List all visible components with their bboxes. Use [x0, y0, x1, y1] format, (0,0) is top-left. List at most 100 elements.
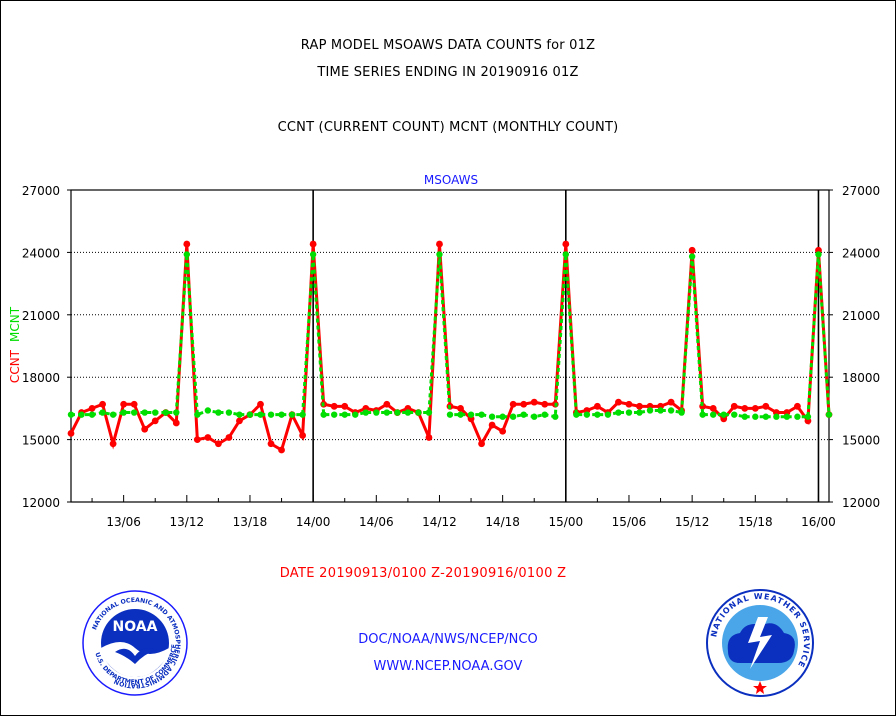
point-mcnt-47 [552, 413, 559, 420]
x-tick-label: 13/06 [106, 515, 141, 529]
chart-subtitle: CCNT (CURRENT COUNT) MCNT (MONTHLY COUNT… [277, 120, 619, 135]
point-mcnt-45 [531, 413, 538, 420]
point-mcnt-65 [741, 413, 748, 420]
y-tick-label-right: 15000 [842, 434, 880, 448]
point-ccnt-16 [225, 434, 233, 441]
point-ccnt-8 [141, 425, 149, 433]
point-mcnt-23 [299, 411, 306, 418]
plot-title: MSOAWS [424, 173, 478, 187]
point-mcnt-43 [509, 413, 517, 420]
point-mcnt-62 [709, 411, 717, 418]
point-mcnt-56 [646, 407, 654, 414]
date-range: DATE 20190913/0100 Z-20190916/0100 Z [279, 566, 567, 581]
point-mcnt-64 [731, 411, 738, 418]
x-tick-label: 14/06 [359, 515, 394, 529]
point-ccnt-5 [109, 440, 117, 448]
y-tick-label-right: 27000 [842, 184, 880, 198]
y-tick-label-left: 12000 [22, 496, 60, 510]
point-ccnt-13 [193, 436, 201, 443]
point-ccnt-54 [625, 400, 633, 408]
point-mcnt-36 [436, 251, 443, 258]
point-ccnt-21 [278, 446, 285, 454]
point-ccnt-58 [667, 398, 675, 406]
x-tick-label: 15/06 [612, 515, 647, 529]
point-mcnt-38 [457, 411, 464, 418]
y-tick-label-right: 24000 [842, 246, 880, 260]
point-mcnt-34 [415, 409, 422, 416]
x-tick-label: 14/12 [422, 515, 457, 529]
point-mcnt-66 [752, 413, 759, 420]
point-ccnt-46 [541, 400, 549, 408]
point-ccnt-3 [88, 405, 96, 412]
point-mcnt-8 [141, 409, 148, 416]
point-mcnt-12 [183, 251, 191, 258]
point-mcnt-63 [720, 411, 727, 418]
point-ccnt-43 [509, 400, 517, 408]
y-tick-label-right: 12000 [842, 496, 880, 510]
point-mcnt-33 [404, 409, 412, 416]
point-ccnt-70 [794, 402, 801, 410]
x-tick-label: 15/18 [738, 515, 773, 529]
point-ccnt-12 [183, 240, 191, 248]
point-mcnt-18 [246, 411, 254, 418]
point-ccnt-62 [709, 405, 717, 412]
point-mcnt-26 [330, 411, 338, 418]
y-tick-label-right: 21000 [842, 309, 880, 323]
point-ccnt-14 [204, 434, 212, 441]
point-mcnt-25 [320, 411, 327, 418]
point-mcnt-67 [762, 413, 770, 420]
y-tick-label-left: 24000 [22, 246, 60, 260]
point-mcnt-16 [225, 409, 233, 416]
point-mcnt-41 [488, 413, 496, 420]
point-ccnt-17 [236, 417, 243, 425]
point-mcnt-37 [446, 411, 454, 418]
point-mcnt-54 [625, 409, 633, 416]
point-mcnt-61 [699, 411, 706, 418]
point-mcnt-51 [594, 411, 601, 418]
nws-logo: NATIONAL WEATHER SERVICE [706, 589, 814, 697]
point-mcnt-2 [78, 411, 85, 418]
chart-title-line-1: RAP MODEL MSOAWS DATA COUNTS for 01Z [300, 38, 596, 53]
point-mcnt-9 [152, 409, 159, 416]
point-ccnt-6 [120, 400, 128, 408]
series-line-ccnt [69, 243, 831, 453]
point-ccnt-53 [615, 398, 622, 406]
point-mcnt-70 [794, 413, 801, 420]
point-ccnt-19 [257, 400, 264, 408]
x-tick-label: 15/12 [675, 515, 710, 529]
point-ccnt-27 [341, 402, 349, 410]
point-mcnt-13 [194, 411, 201, 418]
point-mcnt-58 [667, 407, 675, 414]
point-mcnt-68 [773, 413, 780, 420]
point-mcnt-53 [615, 409, 622, 416]
point-ccnt-44 [520, 400, 528, 408]
point-ccnt-11 [172, 419, 180, 427]
point-mcnt-55 [636, 409, 643, 416]
point-mcnt-30 [373, 409, 380, 416]
point-mcnt-31 [383, 409, 391, 416]
point-ccnt-24 [309, 240, 317, 248]
point-mcnt-69 [783, 413, 791, 420]
x-tick-label: 16/00 [801, 515, 836, 529]
point-ccnt-64 [730, 402, 738, 410]
noaa-logo-text: NOAA [113, 619, 158, 635]
y-tick-label-left: 27000 [22, 184, 60, 198]
point-ccnt-55 [636, 402, 643, 410]
series-layer [67, 240, 833, 454]
x-tick-label: 14/18 [485, 515, 520, 529]
series-line-mcnt [71, 254, 831, 419]
point-ccnt-35 [425, 434, 433, 441]
y-axis-label-mcnt: MCNT [8, 306, 22, 342]
y-tick-label-right: 18000 [842, 371, 880, 385]
point-ccnt-41 [488, 421, 496, 429]
point-mcnt-28 [352, 411, 359, 418]
point-mcnt-6 [120, 409, 127, 416]
y-tick-label-left: 18000 [22, 371, 60, 385]
point-mcnt-11 [173, 409, 180, 416]
point-mcnt-48 [562, 251, 570, 258]
point-mcnt-14 [204, 407, 212, 414]
point-mcnt-59 [678, 409, 685, 416]
point-ccnt-23 [299, 432, 307, 439]
point-ccnt-4 [99, 400, 106, 408]
point-ccnt-1 [67, 429, 75, 437]
